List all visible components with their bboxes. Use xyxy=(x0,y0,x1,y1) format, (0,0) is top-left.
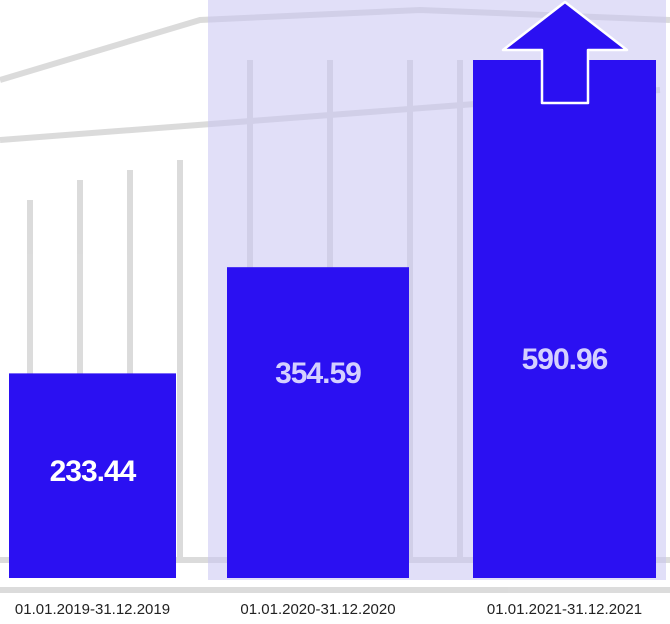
x-tick-label: 01.01.2020-31.12.2020 xyxy=(240,601,395,618)
x-tick-label: 01.01.2021-31.12.2021 xyxy=(487,601,642,618)
value-label: 233.44 xyxy=(50,455,137,488)
bar xyxy=(227,267,409,578)
bars: 233.44 354.59 590.96 xyxy=(9,60,656,578)
up-arrow xyxy=(501,0,629,105)
value-label: 590.96 xyxy=(522,343,608,376)
bar xyxy=(9,373,176,578)
x-tick-label: 01.01.2019-31.12.2019 xyxy=(15,601,170,618)
value-label: 354.59 xyxy=(275,357,361,390)
bar xyxy=(473,60,656,578)
